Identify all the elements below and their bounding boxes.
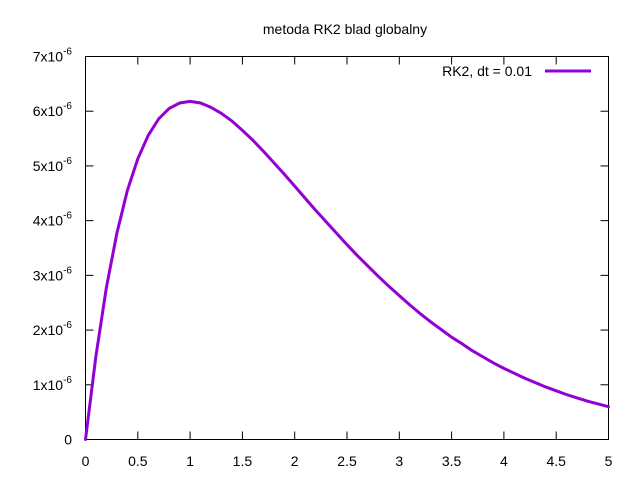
x-tick-label: 4	[500, 453, 508, 469]
x-tick-label: 0.5	[128, 453, 148, 469]
legend: RK2, dt = 0.01	[442, 63, 591, 79]
x-tick-label: 3.5	[442, 453, 462, 469]
y-tick-label: 6x10-6	[33, 101, 73, 119]
x-tick-label: 1.5	[233, 453, 253, 469]
y-tick-label: 7x10-6	[33, 47, 73, 65]
x-tick-label: 2.5	[337, 453, 357, 469]
y-tick-label: 5x10-6	[33, 156, 73, 174]
x-tick-label: 2	[291, 453, 299, 469]
y-tick-mantissa: 7x10	[33, 49, 64, 65]
y-tick-exponent: -6	[63, 320, 72, 331]
y-tick-label: 3x10-6	[33, 265, 73, 283]
y-tick-mantissa: 5x10	[33, 158, 64, 174]
y-tick-exponent: -6	[63, 375, 72, 386]
y-tick-label: 2x10-6	[33, 320, 73, 338]
x-tick-label: 5	[605, 453, 613, 469]
y-tick-exponent: -6	[63, 211, 72, 222]
y-tick-mantissa: 0	[64, 432, 72, 448]
y-tick-mantissa: 4x10	[33, 213, 64, 229]
x-tick-label: 1	[186, 453, 194, 469]
series-line-0	[84, 99, 610, 441]
y-tick-label: 1x10-6	[33, 375, 73, 393]
y-tick-mantissa: 2x10	[33, 322, 64, 338]
y-tick-exponent: -6	[63, 47, 72, 58]
y-tick-mantissa: 1x10	[33, 377, 64, 393]
series-layer	[84, 99, 610, 441]
y-tick-exponent: -6	[63, 156, 72, 167]
y-tick-exponent: -6	[63, 265, 72, 276]
y-tick-mantissa: 6x10	[33, 103, 64, 119]
y-tick-label: 0	[64, 432, 72, 448]
y-axis: 01x10-62x10-63x10-64x10-65x10-66x10-67x1…	[33, 47, 609, 448]
x-axis: 0 0.5 1 1.5 2 2.5 3 3.5 4 4.5 5	[82, 56, 613, 469]
legend-label: RK2, dt = 0.01	[442, 63, 532, 79]
y-tick-mantissa: 3x10	[33, 267, 64, 283]
y-tick-label: 4x10-6	[33, 211, 73, 229]
x-tick-label: 4.5	[546, 453, 566, 469]
x-tick-label: 0	[82, 453, 90, 469]
x-tick-label: 3	[395, 453, 403, 469]
y-tick-exponent: -6	[63, 101, 72, 112]
chart-title: metoda RK2 blad globalny	[263, 21, 427, 37]
